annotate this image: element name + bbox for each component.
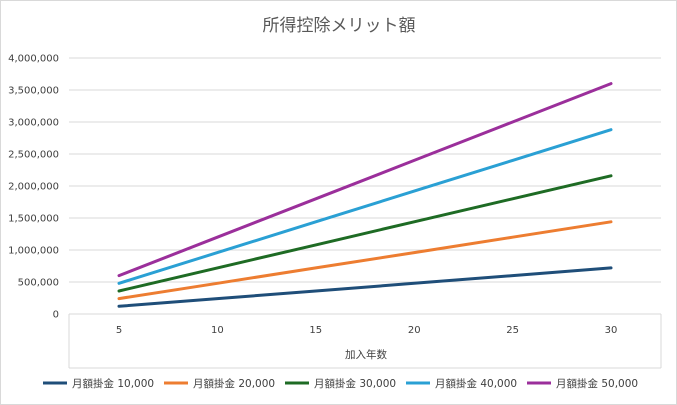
series-line-1 bbox=[117, 266, 613, 308]
x-axis-frame bbox=[68, 313, 662, 369]
legend-label: 月額掛金 20,000 bbox=[193, 377, 275, 390]
legend-item: 月額掛金 40,000 bbox=[406, 377, 517, 390]
x-tick-label: 10 bbox=[211, 325, 224, 336]
legend-label: 月額掛金 50,000 bbox=[556, 377, 638, 390]
legend-label: 月額掛金 10,000 bbox=[72, 377, 154, 390]
y-axis-ticks: 0 500,000 1,000,000 1,500,000 2,000,000 2,500… bbox=[8, 54, 59, 321]
legend-item: 月額掛金 30,000 bbox=[285, 377, 396, 390]
series-line-4 bbox=[117, 128, 613, 285]
y-tick-label: 2,500,000 bbox=[8, 150, 59, 161]
y-tick-label: 500,000 bbox=[18, 278, 59, 289]
legend-item: 月額掛金 20,000 bbox=[164, 377, 275, 390]
x-tick-label: 25 bbox=[506, 325, 519, 336]
legend: 月額掛金 10,000 月額掛金 20,000 月額掛金 30,000 月額掛金 40… bbox=[43, 377, 638, 390]
y-tick-label: 0 bbox=[53, 310, 59, 321]
chart-title: 所得控除メリット額 bbox=[263, 16, 416, 36]
series-lines bbox=[117, 82, 613, 308]
y-tick-label: 4,000,000 bbox=[8, 54, 59, 65]
x-tick-label: 15 bbox=[309, 325, 322, 336]
y-tick-label: 1,000,000 bbox=[8, 246, 59, 257]
x-tick-label: 5 bbox=[116, 325, 122, 336]
legend-label: 月額掛金 40,000 bbox=[435, 377, 517, 390]
x-axis-label: 加入年数 bbox=[345, 348, 387, 361]
x-tick-label: 20 bbox=[408, 325, 421, 336]
series-line-5 bbox=[117, 82, 613, 278]
x-axis-ticks: 5 10 15 20 25 30 bbox=[116, 325, 618, 336]
legend-label: 月額掛金 30,000 bbox=[314, 377, 396, 390]
x-tick-label: 30 bbox=[605, 325, 618, 336]
y-tick-label: 2,000,000 bbox=[8, 182, 59, 193]
series-line-3 bbox=[117, 174, 613, 293]
legend-item: 月額掛金 50,000 bbox=[527, 377, 638, 390]
y-tick-label: 3,500,000 bbox=[8, 86, 59, 97]
legend-item: 月額掛金 10,000 bbox=[43, 377, 154, 390]
y-tick-label: 1,500,000 bbox=[8, 214, 59, 225]
gridlines bbox=[69, 57, 661, 283]
y-tick-label: 3,000,000 bbox=[8, 118, 59, 129]
series-line-2 bbox=[117, 220, 613, 301]
